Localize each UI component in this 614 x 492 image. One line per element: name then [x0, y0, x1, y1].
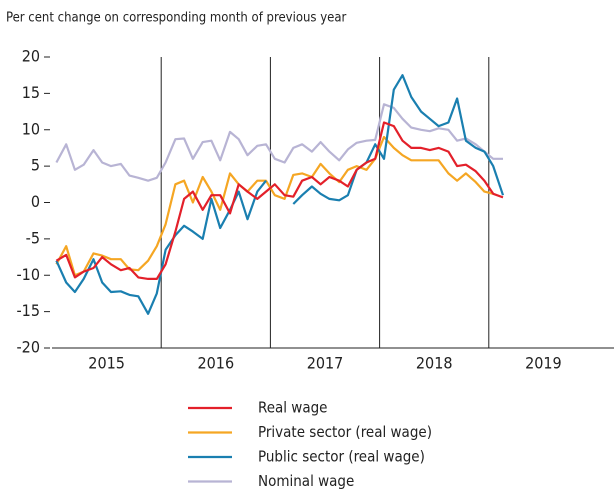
y-tick-label: 0: [31, 192, 40, 211]
legend-label: Private sector (real wage): [258, 423, 432, 441]
y-tick-label: -20: [16, 338, 40, 357]
series-line: [55, 74, 505, 315]
legend-label: Nominal wage: [258, 472, 354, 490]
y-tick-label: -5: [26, 228, 40, 247]
x-tick-label: 2015: [88, 354, 125, 373]
y-tick-label: -15: [16, 301, 40, 320]
y-tick-label: -10: [16, 265, 40, 284]
y-tick-label: 20: [22, 47, 40, 66]
x-tick-label: 2017: [307, 354, 344, 373]
y-tick-label: 15: [22, 83, 40, 102]
legend-label: Real wage: [258, 399, 328, 417]
x-tick-label: 2019: [525, 354, 562, 373]
x-tick-label: 2018: [416, 354, 453, 373]
legend-label: Public sector (real wage): [258, 448, 425, 466]
x-tick-label: 2016: [197, 354, 234, 373]
y-tick-label: 5: [31, 156, 40, 175]
chart-title: Per cent change on corresponding month o…: [6, 11, 347, 26]
series-line: [55, 121, 504, 280]
y-tick-label: 10: [22, 119, 40, 138]
series-line: [55, 103, 503, 182]
